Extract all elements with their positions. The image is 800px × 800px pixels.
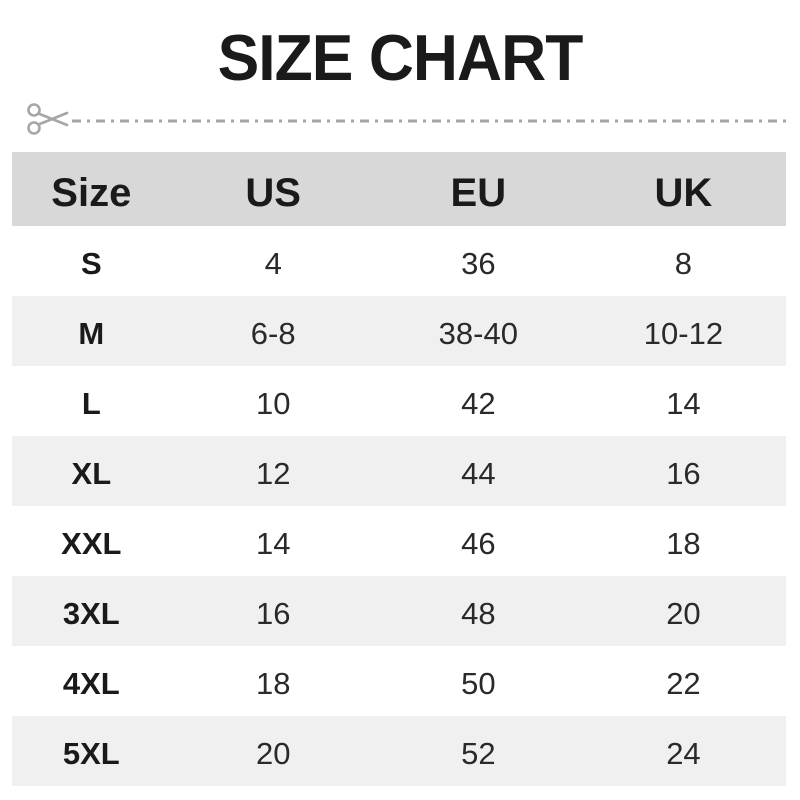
page-title: SIZE CHART (217, 21, 584, 94)
table-row: L 10 42 14 (12, 366, 786, 436)
table-row: S 4 36 8 (12, 226, 786, 296)
dashed-cut-line (72, 102, 788, 140)
us-cell: 20 (255, 736, 291, 771)
header-us: US (245, 170, 301, 215)
uk-cell: 22 (666, 666, 701, 701)
uk-cell: 8 (674, 246, 693, 281)
cut-line (26, 102, 788, 140)
header-size: Size (51, 170, 132, 215)
table-row: M 6-8 38-40 10-12 (12, 296, 786, 366)
size-cell: 4XL (62, 666, 120, 701)
eu-cell: 42 (461, 386, 496, 421)
eu-cell: 52 (461, 736, 496, 771)
uk-cell: 16 (666, 456, 701, 491)
uk-cell: 18 (666, 526, 701, 561)
size-cell: L (81, 386, 101, 421)
size-cell: 5XL (62, 736, 120, 771)
table-row: XL 12 44 16 (12, 436, 786, 506)
us-cell: 16 (255, 596, 291, 631)
size-cell: 3XL (62, 596, 120, 631)
uk-cell: 24 (666, 736, 701, 771)
uk-cell: 14 (666, 386, 701, 421)
table-header-row: Size US EU UK (12, 152, 786, 226)
eu-cell: 36 (461, 246, 496, 281)
scissors-icon (26, 100, 70, 143)
header-eu: EU (450, 170, 507, 215)
table-row: 3XL 16 48 20 (12, 576, 786, 646)
size-cell: M (78, 316, 105, 351)
us-cell: 10 (255, 386, 291, 421)
uk-cell: 10-12 (643, 316, 724, 351)
us-cell: 12 (255, 456, 291, 491)
size-cell: S (80, 246, 102, 281)
size-table: Size US EU UK S 4 36 8 M 6-8 38-40 10-12… (12, 152, 786, 786)
table-row: 5XL 20 52 24 (12, 716, 786, 786)
us-cell: 6-8 (250, 316, 296, 351)
eu-cell: 50 (461, 666, 496, 701)
eu-cell: 44 (461, 456, 496, 491)
table-row: XXL 14 46 18 (12, 506, 786, 576)
uk-cell: 20 (666, 596, 701, 631)
table-row: 4XL 18 50 22 (12, 646, 786, 716)
us-cell: 14 (255, 526, 291, 561)
size-cell: XXL (61, 526, 122, 561)
eu-cell: 46 (461, 526, 496, 561)
eu-cell: 48 (461, 596, 496, 631)
us-cell: 4 (264, 246, 282, 281)
eu-cell: 38-40 (438, 316, 518, 351)
size-cell: XL (71, 456, 112, 491)
us-cell: 18 (255, 666, 291, 701)
header-uk: UK (654, 170, 713, 215)
